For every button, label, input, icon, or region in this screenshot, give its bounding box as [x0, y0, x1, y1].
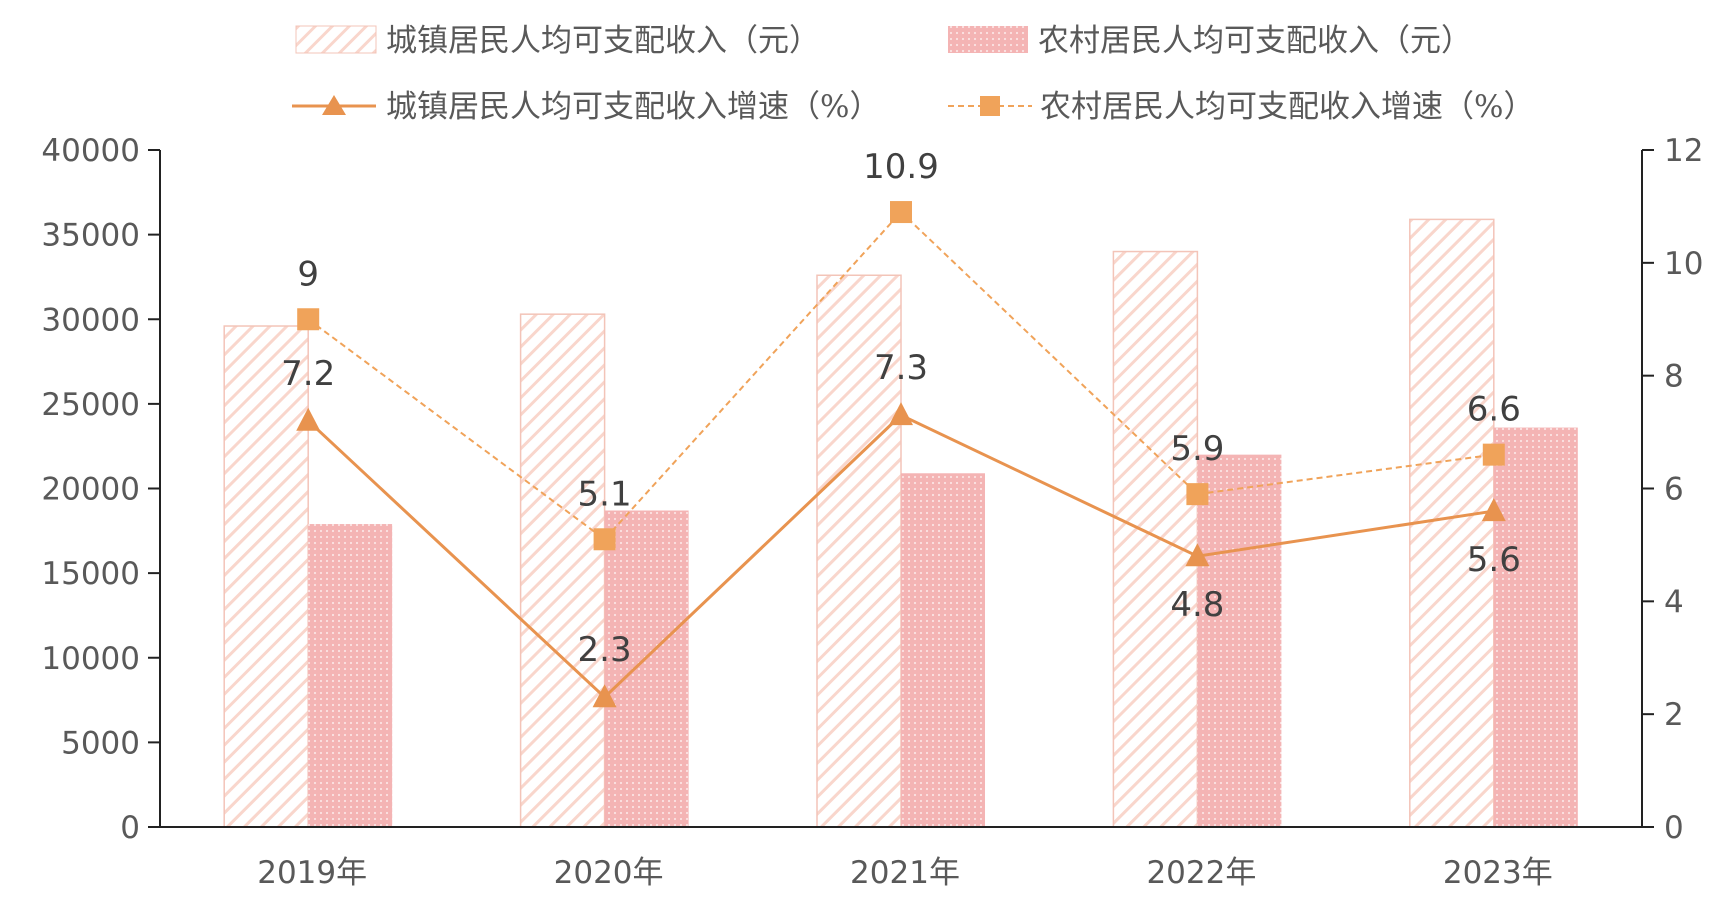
legend-item-urban-growth: 城镇居民人均可支配收入增速（%）	[292, 89, 880, 125]
marker-urban-growth-1	[592, 684, 617, 708]
label-urban-growth-1: 2.3	[578, 630, 632, 670]
y-left-tick-40000: 40000	[41, 133, 140, 169]
legend-swatch-urban-income	[295, 25, 377, 54]
legend-marker-triangle	[322, 95, 346, 115]
label-urban-growth-3: 4.8	[1170, 585, 1224, 625]
bar-urban-income-3	[1112, 250, 1199, 828]
legend-swatch-rural-income	[948, 26, 1028, 53]
y-left-tick-5000: 5000	[61, 725, 140, 761]
legend-label-rural-income: 农村居民人均可支配收入（元）	[1038, 23, 1472, 59]
label-urban-growth-2: 7.3	[874, 348, 928, 388]
x-tick-0: 2019年	[257, 855, 367, 891]
marker-urban-growth-4	[1481, 498, 1506, 522]
y-left-tick-15000: 15000	[41, 556, 140, 592]
label-rural-growth-4: 6.6	[1467, 390, 1521, 430]
y-left-tick-25000: 25000	[41, 387, 140, 423]
label-urban-growth-0: 7.2	[281, 354, 335, 394]
label-rural-growth-2: 10.9	[863, 147, 939, 187]
legend-label-urban-income: 城镇居民人均可支配收入（元）	[386, 23, 820, 59]
y-left-tick-10000: 10000	[41, 641, 140, 677]
bar-rural-income-0	[308, 524, 393, 827]
marker-rural-growth-1	[593, 528, 616, 551]
legend: 城镇居民人均可支配收入（元） 农村居民人均可支配收入（元） 城镇居民人均可支配收…	[292, 23, 1534, 125]
marker-rural-growth-3	[1186, 483, 1209, 506]
y-left-tick-20000: 20000	[41, 472, 140, 508]
label-rural-growth-3: 5.9	[1170, 429, 1224, 469]
x-tick-3: 2022年	[1146, 855, 1256, 891]
label-urban-growth-4: 5.6	[1467, 540, 1521, 580]
x-tick-4: 2023年	[1443, 855, 1553, 891]
legend-marker-square	[980, 96, 1000, 116]
x-tick-2: 2021年	[850, 855, 960, 891]
y-right-tick-2: 2	[1664, 697, 1684, 733]
bar-urban-income-1	[519, 313, 606, 828]
label-rural-growth-0: 9	[297, 254, 319, 294]
y-right-tick-0: 0	[1664, 810, 1684, 846]
x-tick-1: 2020年	[554, 855, 664, 891]
bar-rural-income-2	[901, 473, 985, 827]
label-rural-growth-1: 5.1	[578, 474, 632, 514]
legend-item-urban-income: 城镇居民人均可支配收入（元）	[295, 23, 820, 59]
marker-urban-growth-3	[1185, 543, 1210, 567]
y-right-tick-6: 6	[1664, 472, 1684, 508]
y-right-tick-10: 10	[1664, 246, 1703, 282]
y-right-tick-4: 4	[1664, 584, 1684, 620]
legend-item-rural-growth: 农村居民人均可支配收入增速（%）	[948, 89, 1534, 125]
marker-rural-growth-2	[890, 201, 912, 224]
plot-area: 0 5000 10000 15000 20000 25000 30000 35000 40000…	[41, 133, 1703, 891]
bar-urban-income-0	[223, 325, 309, 828]
y-left-tick-0: 0	[120, 810, 140, 846]
y-left-tick-30000: 30000	[41, 302, 140, 338]
legend-label-urban-growth: 城镇居民人均可支配收入增速（%）	[386, 89, 880, 125]
legend-label-rural-growth: 农村居民人均可支配收入增速（%）	[1040, 89, 1534, 125]
y-right-tick-12: 12	[1664, 133, 1703, 169]
legend-item-rural-income: 农村居民人均可支配收入（元）	[948, 23, 1472, 59]
bar-rural-income-1	[604, 510, 689, 827]
marker-rural-growth-0	[297, 308, 320, 331]
bar-rural-income-3	[1197, 454, 1282, 827]
bar-rural-income-4	[1493, 427, 1578, 827]
marker-urban-growth-0	[296, 407, 321, 431]
marker-urban-growth-2	[889, 402, 913, 426]
y-right-tick-8: 8	[1664, 359, 1684, 395]
marker-rural-growth-4	[1482, 443, 1505, 466]
y-left-tick-35000: 35000	[41, 218, 140, 254]
